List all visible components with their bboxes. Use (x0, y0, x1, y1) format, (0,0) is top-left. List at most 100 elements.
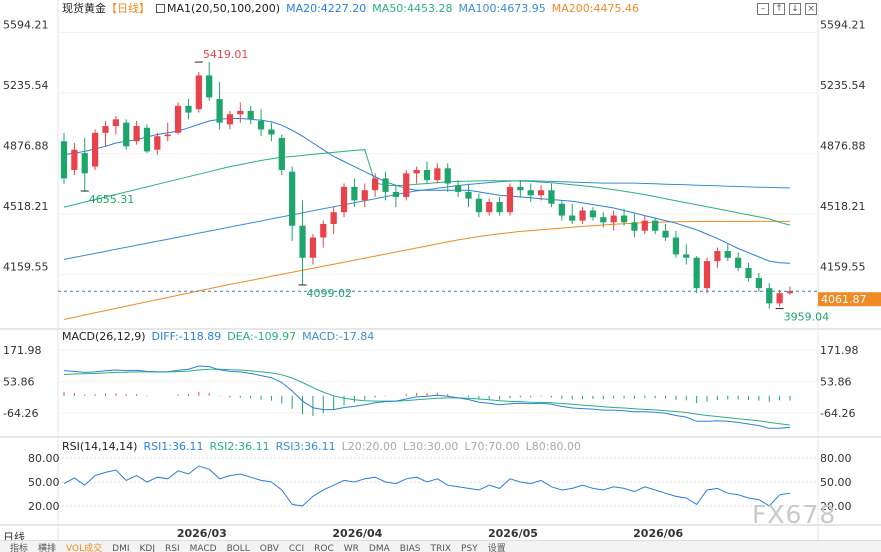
indicator-tab[interactable]: 横排 (38, 544, 57, 552)
candle-body (589, 210, 597, 218)
macd-label[interactable]: MACD(26,12,9) (62, 330, 146, 343)
candle-body (714, 251, 721, 262)
macd-header: MACD(26,12,9) DIFF:-118.89 DEA:-109.97 MACD… (62, 330, 380, 344)
candle-body (620, 215, 628, 223)
macd-diff-line (63, 365, 791, 429)
rsi-tick-label-left: 20.00 (28, 500, 60, 513)
macd-diff: DIFF:-118.89 (151, 330, 222, 343)
candle-body (361, 190, 368, 201)
candle-body (372, 178, 379, 191)
move-up-icon[interactable]: ↑ (773, 3, 785, 15)
indicator-tab[interactable]: VOL成交 (66, 544, 103, 552)
candle-body (496, 202, 503, 213)
ma20-line (63, 118, 791, 264)
price-tick-label-right: 4159.55 (820, 261, 866, 274)
indicator-tab[interactable]: DMA (368, 544, 390, 552)
candle-body (537, 190, 545, 196)
candle-body (206, 75, 213, 98)
ma200-line (63, 220, 790, 320)
candle-body (641, 220, 648, 231)
candle-body (60, 141, 68, 179)
indicator-tab[interactable]: PSY (461, 544, 478, 552)
price-tick-label-left: 4159.55 (3, 261, 49, 274)
macd-tick-label-left: -64.26 (3, 407, 38, 420)
candle-body (662, 230, 669, 238)
candle-body (226, 114, 234, 125)
candle-body (724, 251, 731, 258)
rsi-tick-label-left: 80.00 (28, 452, 60, 465)
candle-body (81, 153, 88, 174)
date-axis-label: 2026/03 (177, 527, 227, 540)
candle-body (600, 217, 607, 223)
candle-body (403, 173, 410, 197)
price-tick-label-right: 5594.21 (820, 18, 866, 31)
ma100-value: MA100:4673.95 (458, 2, 546, 15)
extreme-label: 4099.02 (307, 287, 353, 300)
indicator-tab[interactable]: KDJ (139, 544, 156, 552)
rsi-tick-label-right: 20.00 (820, 500, 852, 513)
candle-body (527, 190, 534, 196)
ma100-line (63, 180, 791, 260)
candle-body (693, 257, 700, 289)
indicator-tab[interactable]: OBV (259, 544, 279, 552)
ma50-line (63, 149, 791, 226)
rsi-header: RSI(14,14,14) RSI1:36.11 RSI2:36.11 RSI3:36… (62, 440, 587, 454)
indicator-tab[interactable]: ROC (314, 544, 334, 552)
candle-body (278, 137, 285, 170)
indicator-bar: 指标 横排 VOL成交 DMI KDJ RSI MACD BOLL OBV CCI ROC WR DMA… (0, 540, 881, 552)
candle-body (112, 119, 119, 127)
candle-body (755, 278, 762, 289)
candle-body (475, 198, 482, 213)
indicator-tab[interactable]: 设置 (487, 544, 506, 552)
candle-body (237, 110, 244, 115)
rsi-tick-label-right: 50.00 (820, 476, 852, 489)
candle-body (174, 105, 182, 133)
candle-body (340, 186, 348, 213)
indicator-tab[interactable]: BIAS (399, 544, 421, 552)
indicator-tab[interactable]: DMI (112, 544, 130, 552)
candle-body (610, 215, 617, 223)
candle-body (92, 132, 99, 167)
indicator-tab[interactable]: CCI (288, 544, 305, 552)
indicator-tab[interactable]: 指标 (10, 544, 29, 552)
macd-tick-label-right: -64.26 (820, 407, 855, 420)
rsi-tick-label-left: 50.00 (28, 476, 60, 489)
ma20-value: MA20:4227.20 (286, 2, 367, 15)
minimize-icon[interactable]: – (757, 3, 769, 15)
ma-label[interactable]: MA1(20,50,100,200) (167, 2, 281, 15)
ma-toggle-icon[interactable] (156, 4, 165, 13)
period-label[interactable]: 【日线】 (106, 2, 150, 15)
indicator-tab[interactable]: WR (343, 544, 359, 552)
candle-body (776, 293, 783, 304)
candle-body (434, 168, 441, 181)
candle-body (143, 127, 151, 152)
close-icon[interactable]: × (805, 3, 817, 15)
candle-body (517, 186, 524, 191)
candle-body (465, 191, 472, 199)
macd-dea: DEA:-109.97 (227, 330, 297, 343)
candle-body (330, 212, 337, 224)
rsi1-value: RSI1:36.11 (143, 440, 204, 453)
indicator-tab[interactable]: RSI (165, 544, 180, 552)
price-header: 现货黄金【日线】 MA1(20,50,100,200) MA20:4227.20 MA… (62, 2, 645, 16)
candle-body (351, 186, 358, 201)
indicator-tab[interactable]: MACD (189, 544, 217, 552)
candle-body (71, 149, 78, 170)
price-tick-label-left: 5594.21 (3, 18, 49, 31)
candle-body (123, 122, 130, 147)
candle-body (102, 126, 109, 133)
rsi-l70: L70:70.00 (464, 440, 520, 453)
indicator-tab[interactable]: BOLL (226, 544, 250, 552)
extreme-label: 5419.01 (203, 48, 249, 61)
move-down-icon[interactable]: ↓ (789, 3, 801, 15)
rsi-label[interactable]: RSI(14,14,14) (62, 440, 138, 453)
rsi3-value: RSI3:36.11 (275, 440, 336, 453)
extreme-label: 3959.04 (784, 311, 830, 324)
rsi-l20: L20:20.00 (341, 440, 397, 453)
indicator-tab[interactable]: TRIX (430, 544, 452, 552)
candle-body (672, 237, 680, 255)
ma50-value: MA50:4453.28 (372, 2, 453, 15)
date-axis-label: 2026/04 (332, 527, 382, 540)
